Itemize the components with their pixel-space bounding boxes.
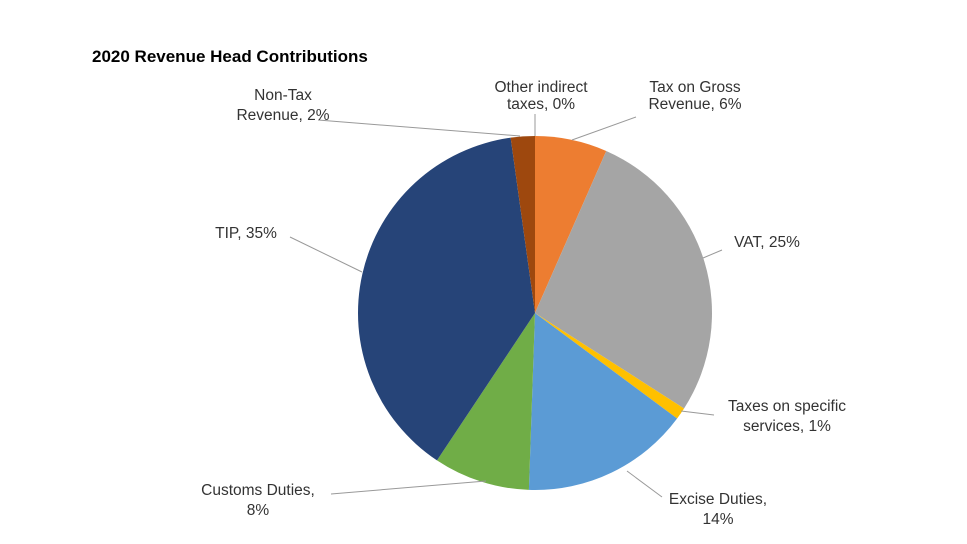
data-label: Other indirect taxes, 0% bbox=[494, 79, 588, 113]
data-label-line: 14% bbox=[702, 511, 733, 528]
pie-slice-excise-duties bbox=[528, 313, 678, 490]
data-label-line: 8% bbox=[247, 502, 270, 519]
data-label-line: TIP, 35% bbox=[215, 225, 277, 242]
leader-line bbox=[680, 410, 715, 416]
data-label-line: Non-Tax bbox=[254, 87, 312, 104]
pie-slice-tip bbox=[358, 137, 535, 461]
leader-line bbox=[317, 119, 521, 137]
data-label-line: taxes, 0% bbox=[507, 96, 575, 113]
leader-line bbox=[626, 470, 663, 498]
data-label: Customs Duties, 8% bbox=[201, 482, 315, 519]
data-label: VAT, 25% bbox=[734, 234, 800, 251]
data-label-line: Tax on Gross bbox=[649, 79, 741, 96]
pie-slice-non-tax-revenue bbox=[510, 136, 535, 313]
data-label-line: Taxes on specific bbox=[728, 398, 846, 415]
data-label: TIP, 35% bbox=[215, 225, 277, 242]
pie-slice-tax-on-gross-revenue bbox=[535, 136, 607, 313]
pie-slice-customs-duties bbox=[436, 313, 535, 490]
data-label-line: Revenue, 2% bbox=[236, 107, 329, 124]
leader-line bbox=[702, 249, 723, 259]
data-label-line: Excise Duties, bbox=[669, 491, 767, 508]
data-label: Taxes on specific services, 1% bbox=[728, 398, 846, 435]
data-label: Tax on Gross Revenue, 6% bbox=[648, 79, 741, 113]
data-label-line: VAT, 25% bbox=[734, 234, 800, 251]
data-label: Excise Duties, 14% bbox=[669, 491, 767, 528]
data-label-line: services, 1% bbox=[743, 418, 831, 435]
leader-line bbox=[330, 480, 487, 495]
data-label-line: Revenue, 6% bbox=[648, 96, 741, 113]
leader-line bbox=[289, 236, 363, 273]
leader-line bbox=[571, 116, 637, 141]
pie-slice-vat bbox=[535, 150, 713, 409]
pie-slice-taxes-on-specific-services bbox=[535, 313, 685, 419]
chart-title: 2020 Revenue Head Contributions bbox=[92, 47, 368, 66]
data-label-line: Other indirect bbox=[494, 79, 588, 96]
data-label: Non-Tax Revenue, 2% bbox=[236, 87, 329, 124]
data-label-line: Customs Duties, bbox=[201, 482, 315, 499]
